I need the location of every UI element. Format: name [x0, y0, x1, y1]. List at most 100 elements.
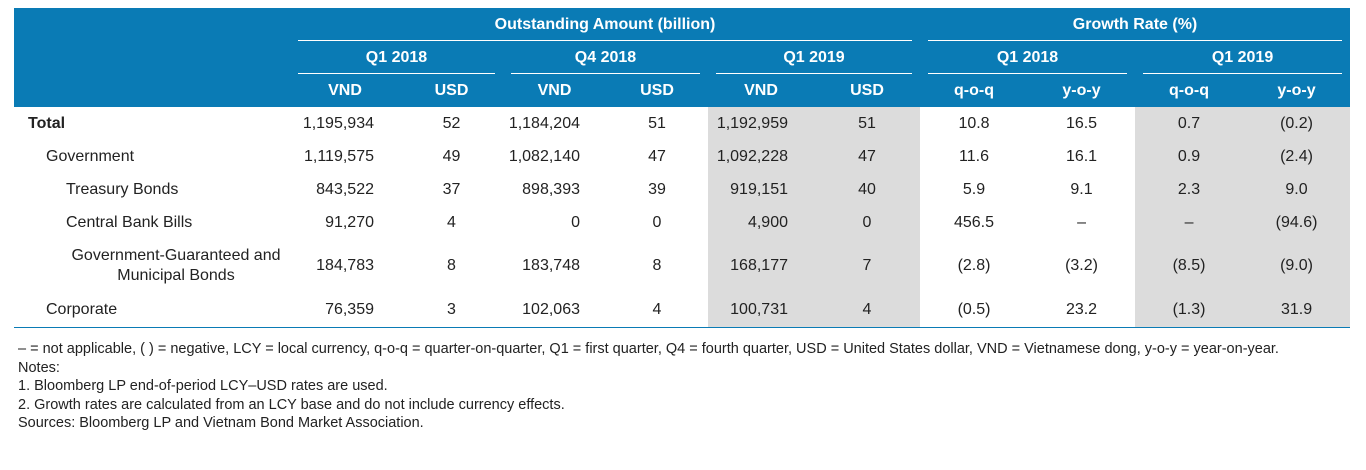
table-cell: 37 [442, 180, 461, 198]
table-row: Total 1,195,934 52 1,184,204 51 1,192,959 51 10… [14, 107, 1351, 140]
table-cell: 8 [447, 257, 456, 274]
header-qoq: q-o-q [1135, 74, 1244, 107]
table-cell: 9.0 [1243, 173, 1351, 206]
table-cell: 51 [814, 107, 921, 140]
table-row: Government-Guaranteed and Municipal Bond… [14, 239, 1351, 293]
table-cell: (8.5) [1135, 239, 1244, 293]
abbreviations: – = not applicable, ( ) = negative, LCY … [18, 341, 1279, 357]
table-cell: 2.3 [1135, 173, 1244, 206]
table-cell: (1.3) [1135, 293, 1244, 328]
table-cell: 76,359 [290, 293, 400, 328]
table-cell: 23.2 [1028, 293, 1136, 328]
table-cell: 898,393 [522, 180, 580, 198]
table-cell: 11.6 [959, 147, 989, 165]
note-2: 2. Growth rates are calculated from an L… [18, 396, 565, 413]
table-cell: 184,783 [316, 257, 374, 274]
header-qoq: q-o-q [920, 74, 1029, 107]
table-cell: 102,063 [503, 293, 606, 328]
table-cell: 183,748 [522, 257, 580, 274]
table-row: Corporate 76,359 3 102,063 4 100,731 4 (0.5) 23.… [14, 293, 1351, 328]
header-growth: Growth Rate (%) [920, 8, 1351, 41]
header-growth-period: Q1 2018 [920, 41, 1136, 74]
header-usd: USD [606, 74, 708, 107]
table-cell: 9.1 [1070, 180, 1093, 198]
table-cell: 1,092,228 [708, 140, 814, 173]
table-cell: 16.5 [1065, 114, 1098, 132]
table-cell: 47 [814, 140, 921, 173]
header-period: Q1 2019 [708, 41, 921, 74]
row-label: Corporate [14, 293, 290, 328]
table-row: Government 1,119,575 49 1,082,140 47 1,092,22… [14, 140, 1351, 173]
table-cell: 919,151 [708, 173, 814, 206]
row-label: Government [14, 140, 290, 173]
table-cell: 47 [648, 147, 666, 165]
table-row: Treasury Bonds 843,522 37 898,393 39 919,151 4… [14, 173, 1351, 206]
table-cell: 51 [648, 114, 666, 132]
bond-market-table: Outstanding Amount (billion) Growth Rate… [14, 8, 1351, 328]
table-cell: 0 [652, 213, 662, 231]
table-cell: (9.0) [1243, 239, 1351, 293]
table-cell: 5.9 [962, 180, 986, 198]
header-yoy: y-o-y [1028, 74, 1136, 107]
table-cell: 1,195,934 [302, 114, 374, 132]
table-cell: 49 [442, 147, 461, 165]
table-cell: – [1077, 213, 1086, 231]
table-cell: 100,731 [708, 293, 814, 328]
row-label-text: Corporate [46, 301, 118, 318]
row-label: Total [14, 107, 290, 140]
row-label: Central Bank Bills [14, 206, 290, 239]
table-cell: 39 [648, 180, 666, 198]
table-cell: (2.4) [1243, 140, 1351, 173]
table-cell: 40 [814, 173, 921, 206]
row-label: Government-Guaranteed and Municipal Bond… [14, 239, 290, 293]
table-cell: 168,177 [708, 239, 814, 293]
table-cell: 7 [814, 239, 921, 293]
note-1: 1. Bloomberg LP end-of-period LCY–USD ra… [18, 378, 388, 394]
table-cell: 91,270 [325, 213, 374, 231]
table-cell: (94.6) [1243, 206, 1351, 239]
row-label-text: Total [28, 114, 66, 132]
table-cell: 4 [606, 293, 708, 328]
table-cell: 31.9 [1243, 293, 1351, 328]
header-vnd: VND [290, 74, 400, 107]
table-cell: 1,082,140 [508, 147, 580, 165]
row-label: Treasury Bonds [14, 173, 290, 206]
table-cell: 0 [571, 213, 580, 231]
header-growth-period: Q1 2019 [1135, 41, 1351, 74]
header-blank [14, 8, 290, 107]
header-period: Q4 2018 [503, 41, 708, 74]
header-period: Q1 2018 [290, 41, 503, 74]
header-usd: USD [400, 74, 503, 107]
header-yoy: y-o-y [1243, 74, 1351, 107]
table-cell: 0.9 [1135, 140, 1244, 173]
table-cell: 0.7 [1135, 107, 1244, 140]
table-cell: (0.2) [1243, 107, 1351, 140]
table-notes: – = not applicable, ( ) = negative, LCY … [18, 340, 1348, 433]
table-cell: 4,900 [708, 206, 814, 239]
table-cell: 52 [442, 114, 461, 132]
table-cell: 4 [814, 293, 921, 328]
table-cell: 1,119,575 [304, 147, 374, 165]
notes-title: Notes: [18, 359, 60, 376]
row-label-text: Treasury Bonds [66, 180, 179, 198]
sources: Sources: Bloomberg LP and Vietnam Bond M… [18, 415, 424, 431]
header-vnd: VND [503, 74, 606, 107]
table-cell: 1,192,959 [708, 107, 814, 140]
table-cell: 3 [400, 293, 503, 328]
table-cell: 456.5 [953, 213, 995, 231]
table-cell: 16.1 [1065, 147, 1098, 165]
header-usd: USD [814, 74, 921, 107]
header-vnd: VND [708, 74, 814, 107]
row-label-text: Central Bank Bills [66, 213, 193, 231]
table-cell: 0 [814, 206, 921, 239]
table-cell: 843,522 [316, 180, 374, 198]
row-label-text: Government [46, 147, 135, 165]
table-cell: (2.8) [957, 257, 991, 274]
table-cell: (3.2) [1065, 257, 1098, 274]
table-cell: 10.8 [958, 114, 990, 132]
table-cell: 8 [652, 257, 662, 274]
table-cell: – [1135, 206, 1244, 239]
table-cell: 1,184,204 [508, 114, 580, 132]
table-cell: 4 [447, 213, 456, 231]
table-row: Central Bank Bills 91,270 4 0 0 4,900 0 456.5– –… [14, 206, 1351, 239]
